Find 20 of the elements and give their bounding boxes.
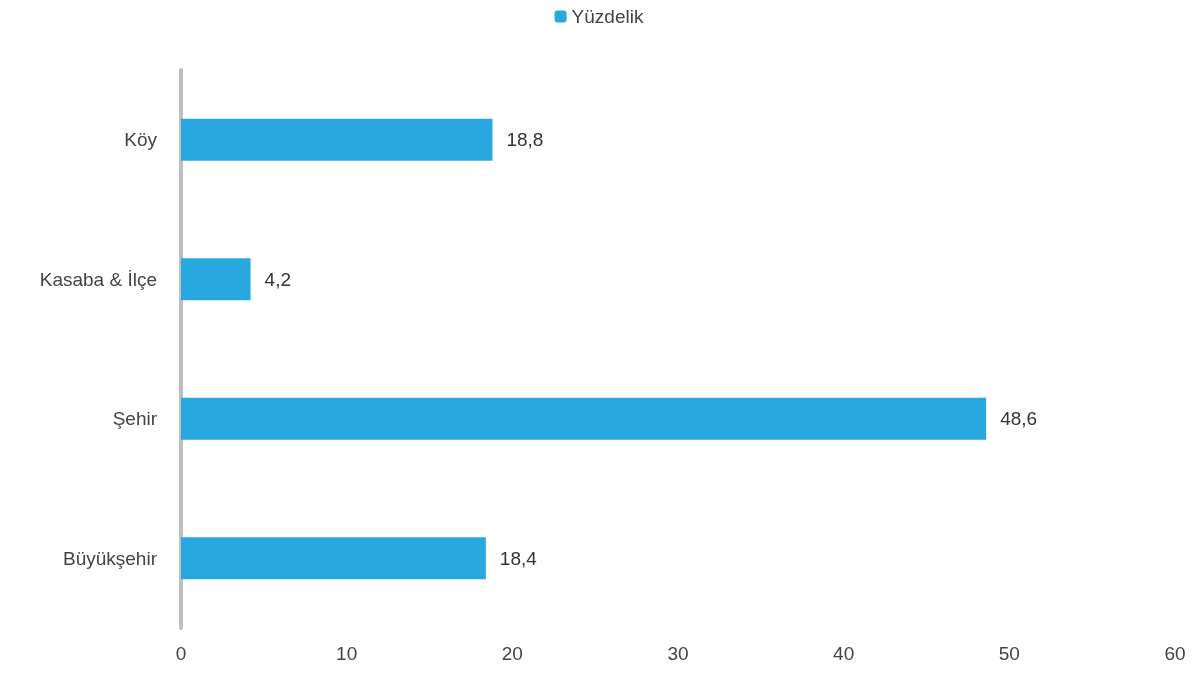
bar <box>181 258 251 301</box>
data-label: 48,6 <box>1000 408 1038 430</box>
data-label: 18,4 <box>499 547 538 569</box>
y-tick-label: Kasaba & İlçe <box>39 268 157 290</box>
x-tick-label: 60 <box>1164 643 1186 664</box>
data-label: 4,2 <box>264 268 291 290</box>
x-tick-label: 0 <box>175 643 187 664</box>
bar <box>181 537 486 580</box>
bar <box>181 397 987 440</box>
x-tick-label: 40 <box>833 643 855 664</box>
y-tick-label: Köy <box>124 129 158 151</box>
legend-label: Yüzdelik <box>571 6 644 27</box>
y-tick-label: Şehir <box>112 408 158 430</box>
x-tick-label: 20 <box>501 643 523 664</box>
x-tick-label: 50 <box>998 643 1020 664</box>
y-tick-label: Büyükşehir <box>63 547 158 569</box>
data-label: 18,8 <box>506 129 544 151</box>
bar <box>181 118 493 161</box>
x-tick-label: 10 <box>336 643 358 664</box>
x-tick-label: 30 <box>667 643 689 664</box>
